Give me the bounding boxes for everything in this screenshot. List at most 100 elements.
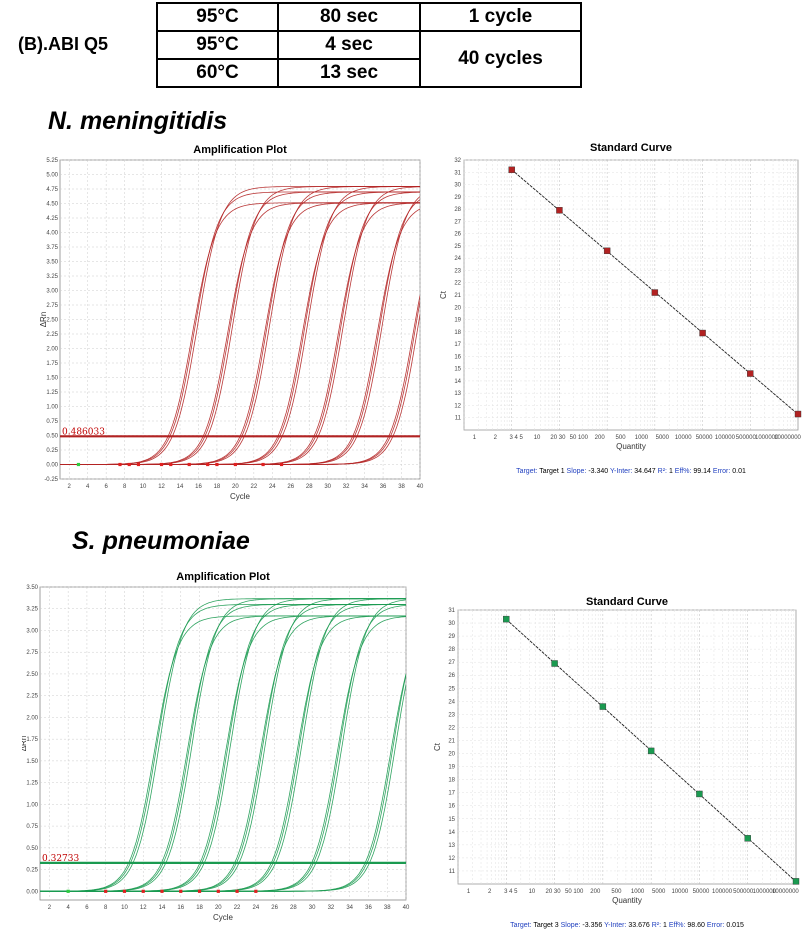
- x-tick-label: 1000000: [755, 435, 779, 441]
- x-tick-label: 500: [611, 889, 622, 895]
- x-tick-label: 200: [595, 435, 606, 441]
- y-tick-label: 1.50: [26, 759, 38, 765]
- x-tick-label: 16: [195, 484, 202, 490]
- baseline-marker: [187, 462, 191, 467]
- fit-summary-part: Y-Inter:: [610, 468, 632, 475]
- baseline-marker: [122, 889, 127, 893]
- x-axis-label: Cycle: [213, 913, 234, 922]
- x-tick-label: 12: [140, 905, 147, 911]
- y-tick-label: 0.25: [46, 448, 58, 454]
- x-tick-label: 16: [177, 905, 184, 911]
- x-tick-label: 5000: [652, 889, 666, 895]
- y-tick-label: 25: [448, 686, 455, 692]
- baseline-marker: [159, 462, 164, 467]
- fit-summary-part: Target 1: [537, 468, 566, 475]
- x-tick-label: 50 100: [570, 435, 589, 441]
- y-tick-label: 16: [454, 354, 461, 360]
- y-axis-label: Ct: [439, 290, 448, 299]
- baseline-marker: [66, 889, 70, 893]
- y-tick-label: 13: [448, 843, 455, 849]
- baseline-marker: [261, 462, 265, 467]
- fit-summary-part: -3.340: [586, 468, 610, 475]
- y-axis-label: ΔRn: [40, 312, 48, 328]
- baseline-marker: [169, 462, 173, 467]
- y-tick-label: 1.00: [26, 802, 38, 808]
- x-tick-label: 18: [196, 905, 203, 911]
- y-tick-label: 31: [454, 170, 461, 176]
- data-point: [744, 835, 751, 842]
- protocol-time: 4 sec: [277, 30, 421, 60]
- x-tick-label: 6: [104, 484, 108, 490]
- chart-title: Standard Curve: [586, 596, 668, 608]
- y-tick-label: 3.00: [46, 289, 58, 295]
- y-tick-label: 2.75: [46, 303, 58, 309]
- y-tick-label: 2.75: [26, 650, 38, 656]
- data-point: [747, 370, 754, 377]
- y-tick-label: 23: [448, 712, 455, 718]
- y-tick-label: 11: [449, 869, 456, 875]
- y-tick-label: 5.00: [46, 173, 58, 179]
- x-tick-label: 50 100: [565, 889, 584, 895]
- y-tick-label: 29: [448, 634, 455, 640]
- x-tick-label: 100000: [715, 435, 736, 441]
- x-tick-label: 24: [253, 905, 260, 911]
- y-tick-label: 31: [448, 608, 455, 614]
- x-tick-label: 10000: [671, 889, 688, 895]
- table-row: 95°C 4 sec 40 cycles: [156, 30, 582, 88]
- x-tick-label: 2: [68, 484, 72, 490]
- y-tick-label: 20: [448, 752, 455, 758]
- x-tick-label: 20 30: [546, 889, 562, 895]
- x-tick-label: 12: [158, 484, 165, 490]
- plot-frame: [39, 586, 407, 901]
- x-tick-label: 1000: [635, 435, 649, 441]
- fit-summary: Target: Target 3 Slope: -3.356 Y-Inter: …: [510, 922, 744, 929]
- baseline-marker: [206, 462, 210, 467]
- protocol-time: 13 sec: [277, 58, 421, 88]
- x-tick-label: 34: [361, 484, 368, 490]
- fit-summary-part: 0.015: [724, 922, 744, 929]
- data-point: [647, 747, 655, 755]
- y-tick-label: 24: [448, 699, 455, 705]
- y-tick-label: 3.00: [26, 628, 38, 634]
- data-point: [508, 166, 515, 174]
- table-row: 95°C 80 sec 1 cycle: [156, 2, 582, 32]
- y-tick-label: 4.00: [46, 231, 58, 237]
- y-tick-label: 1.75: [26, 737, 38, 743]
- y-tick-label: 0.25: [26, 868, 38, 874]
- y-tick-label: 1.75: [46, 361, 58, 367]
- thermal-protocol-table: 95°C 80 sec 1 cycle 95°C 4 sec 40 cycles…: [156, 2, 582, 88]
- x-tick-label: 18: [214, 484, 221, 490]
- data-point: [794, 410, 802, 418]
- y-tick-label: 3.50: [26, 585, 38, 591]
- y-tick-label: 1.50: [46, 376, 58, 382]
- y-tick-label: 19: [448, 765, 455, 771]
- fit-summary-part: 99.14: [691, 468, 712, 475]
- y-tick-label: 11: [455, 416, 462, 422]
- y-tick-label: 23: [454, 268, 461, 274]
- x-tick-label: 40: [403, 905, 410, 911]
- fit-summary-part: R²:: [652, 922, 661, 929]
- x-tick-label: 8: [104, 905, 108, 911]
- organism-title: N. meningitidis: [48, 107, 228, 135]
- fit-summary-part: 34.647: [632, 468, 657, 475]
- data-point: [503, 615, 510, 623]
- y-tick-label: 30: [448, 621, 455, 627]
- y-tick-label: 17: [448, 791, 455, 797]
- y-tick-label: 3.75: [46, 245, 58, 251]
- x-tick-label: 26: [287, 484, 294, 490]
- x-tick-label: 1000: [631, 889, 645, 895]
- y-tick-label: 21: [454, 293, 461, 299]
- fit-summary-part: Y-Inter:: [604, 922, 626, 929]
- standard-curve: Standard Curve 11 12 13 14 15 16 17 18 19 20 21 22 23…: [436, 138, 804, 483]
- x-tick-label: 5000: [656, 435, 670, 441]
- y-tick-label: 29: [454, 195, 461, 201]
- y-tick-label: 30: [454, 183, 461, 189]
- y-tick-label: 27: [454, 219, 461, 225]
- x-tick-label: 14: [159, 905, 166, 911]
- chart-title: Amplification Plot: [176, 571, 270, 583]
- data-point: [696, 790, 703, 798]
- amplification-plot: Amplification Plot 2 4 6 8 10 12 14 16 18 20 22 24 26…: [22, 567, 412, 929]
- x-tick-label: 26: [271, 905, 278, 911]
- x-tick-label: 38: [398, 484, 405, 490]
- fit-summary-part: Error:: [713, 468, 731, 475]
